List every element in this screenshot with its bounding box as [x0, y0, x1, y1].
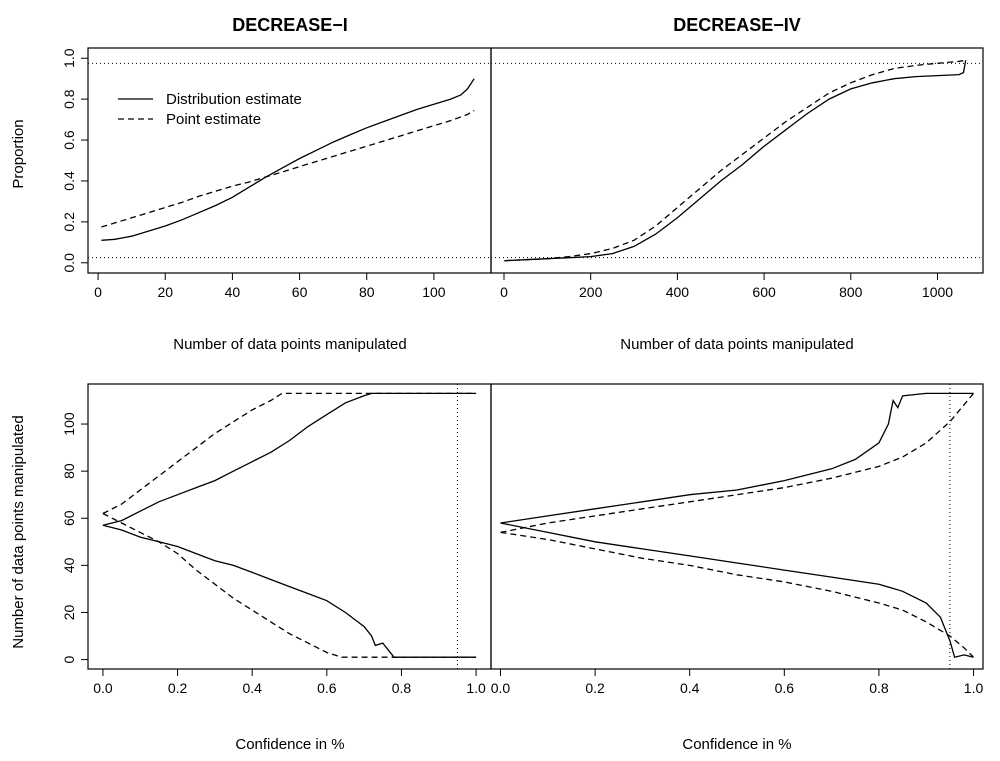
- legend-label-point: Point estimate: [166, 111, 261, 128]
- y-axis-label-points-manipulated: Number of data points manipulated: [10, 415, 27, 648]
- x-tick-label-bottom-right-1: 0.2: [585, 680, 605, 696]
- x-axis-label-bottom-right: Confidence in %: [682, 736, 791, 753]
- x-tick-label-bottom-left-4: 0.8: [392, 680, 412, 696]
- x-tick-label-bottom-left-3: 0.6: [317, 680, 337, 696]
- series-line-bottom-right-1: [500, 522, 974, 658]
- series-line-bottom-left-0: [102, 392, 477, 526]
- x-tick-label-bottom-right-3: 0.6: [775, 680, 795, 696]
- series-line-top-right-0: [504, 60, 967, 262]
- x-tick-label-top-left-3: 60: [292, 284, 308, 300]
- series-line-top-left-0: [101, 78, 475, 241]
- series-line-bottom-left-2: [102, 392, 477, 515]
- panel-confidence-decrease-iv: 0.0 0.2 0.4 0.6 0.8 1.0: [490, 383, 984, 696]
- x-tick-label-bottom-right-4: 0.8: [869, 680, 889, 696]
- series-line-top-left-1: [101, 109, 475, 228]
- x-tick-label-top-right-3: 600: [752, 284, 776, 300]
- panel-decrease-iv: 0 200 400 600 800 1000: [490, 47, 984, 300]
- legend: Distribution estimate Point estimate: [118, 91, 302, 128]
- y-tick-label-top-left-2: 0.4: [61, 171, 77, 191]
- y-tick-label-top-left-5: 1.0: [61, 48, 77, 68]
- y-tick-label-top-left-4: 0.8: [61, 89, 77, 109]
- series-line-bottom-right-0: [500, 392, 974, 524]
- panel-title-decrease-i: DECREASE−I: [232, 15, 348, 35]
- x-tick-label-top-left-5: 100: [422, 284, 446, 300]
- panel-confidence-decrease-i: 0.0 0.2 0.4 0.6 0.8 1.0 0 20 40 60 80 100: [61, 383, 492, 696]
- y-tick-label-bottom-left-5: 100: [61, 412, 77, 436]
- x-tick-label-bottom-left-0: 0.0: [93, 680, 113, 696]
- plot-frame-bottom-right: [490, 383, 984, 670]
- x-axis-label-top-left: Number of data points manipulated: [173, 336, 406, 353]
- x-tick-label-top-right-2: 400: [666, 284, 690, 300]
- x-axis-label-top-right: Number of data points manipulated: [620, 336, 853, 353]
- y-tick-label-top-left-0: 0.0: [61, 253, 77, 273]
- series-line-bottom-right-2: [500, 392, 974, 534]
- series-line-top-right-1: [504, 59, 966, 262]
- series-line-bottom-right-3: [500, 531, 974, 658]
- y-tick-label-bottom-left-2: 40: [61, 557, 77, 573]
- x-tick-label-top-right-4: 800: [839, 284, 863, 300]
- panel-title-decrease-iv: DECREASE−IV: [673, 15, 801, 35]
- y-tick-label-bottom-left-1: 20: [61, 604, 77, 620]
- series-line-bottom-left-1: [102, 524, 477, 658]
- x-tick-label-top-right-0: 0: [500, 284, 508, 300]
- x-tick-label-bottom-right-2: 0.4: [680, 680, 700, 696]
- y-tick-label-top-left-3: 0.6: [61, 130, 77, 150]
- x-axis-label-bottom-left: Confidence in %: [235, 736, 344, 753]
- y-tick-label-top-left-1: 0.2: [61, 212, 77, 232]
- y-tick-label-bottom-left-0: 0: [61, 655, 77, 663]
- x-tick-label-top-right-1: 200: [579, 284, 603, 300]
- x-tick-label-top-right-5: 1000: [922, 284, 953, 300]
- x-tick-label-top-left-4: 80: [359, 284, 375, 300]
- y-tick-label-bottom-left-3: 60: [61, 510, 77, 526]
- x-tick-label-bottom-left-2: 0.4: [242, 680, 262, 696]
- panel-decrease-i: 0 20 40 60 80 100 0.0 0.2 0.4 0.6 0.8 1.0: [61, 47, 492, 300]
- x-tick-label-bottom-right-0: 0.0: [491, 680, 511, 696]
- y-axis-label-proportion: Proportion: [10, 119, 27, 188]
- series-line-bottom-left-3: [102, 512, 477, 658]
- x-tick-label-bottom-left-5: 1.0: [466, 680, 486, 696]
- plot-frame-top-left: [87, 47, 492, 274]
- y-tick-label-bottom-left-4: 80: [61, 463, 77, 479]
- x-tick-label-bottom-right-5: 1.0: [964, 680, 984, 696]
- x-tick-label-top-left-1: 20: [157, 284, 173, 300]
- x-tick-label-top-left-2: 40: [225, 284, 241, 300]
- x-tick-label-bottom-left-1: 0.2: [168, 680, 188, 696]
- plot-frame-top-right: [490, 47, 984, 274]
- plot-frame-bottom-left: [87, 383, 492, 670]
- x-tick-label-top-left-0: 0: [94, 284, 102, 300]
- legend-label-distribution: Distribution estimate: [166, 91, 302, 108]
